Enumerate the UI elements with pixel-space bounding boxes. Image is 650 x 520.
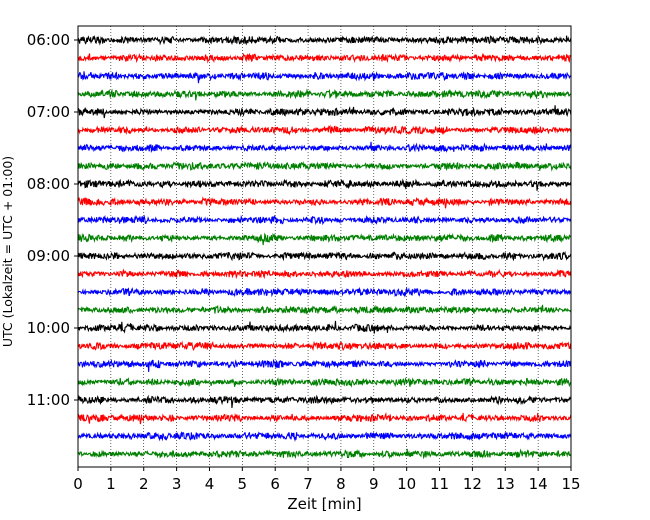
trace-13 xyxy=(77,251,572,262)
trace-2 xyxy=(77,52,572,64)
x-tick-label-11: 11 xyxy=(430,475,449,493)
trace-14 xyxy=(77,268,572,280)
x-tick-label-13: 13 xyxy=(496,475,515,493)
y-tick-label-10:00: 10:00 xyxy=(27,319,70,337)
trace-22 xyxy=(77,411,572,425)
trace-12 xyxy=(77,232,572,246)
y-tick-label-09:00: 09:00 xyxy=(27,247,70,265)
trace-21 xyxy=(77,394,572,408)
x-tick-label-3: 3 xyxy=(172,475,182,493)
y-tick-label-11:00: 11:00 xyxy=(27,391,70,409)
trace-4 xyxy=(77,88,572,101)
trace-24 xyxy=(77,448,572,460)
trace-20 xyxy=(77,376,572,388)
trace-17 xyxy=(77,320,572,334)
y-axis-label: UTC (Lokalzeit = UTC + 01:00) xyxy=(0,156,15,347)
trace-1 xyxy=(77,35,572,46)
x-tick-label-14: 14 xyxy=(529,475,548,493)
plot-frame xyxy=(77,25,572,468)
trace-15 xyxy=(77,286,572,298)
trace-16 xyxy=(77,304,572,315)
x-tick-label-4: 4 xyxy=(205,475,215,493)
x-tick-label-5: 5 xyxy=(238,475,248,493)
x-tick-label-15: 15 xyxy=(561,475,580,493)
x-tick-label-6: 6 xyxy=(270,475,280,493)
x-tick-label-0: 0 xyxy=(73,475,83,493)
trace-23 xyxy=(77,431,572,442)
x-tick-label-10: 10 xyxy=(397,475,416,493)
trace-10 xyxy=(77,196,572,209)
x-tick-label-7: 7 xyxy=(303,475,313,493)
y-tick-label-08:00: 08:00 xyxy=(27,175,70,193)
y-tick-label-07:00: 07:00 xyxy=(27,103,70,121)
trace-8 xyxy=(77,160,572,172)
trace-19 xyxy=(77,358,572,372)
x-tick-label-9: 9 xyxy=(369,475,379,493)
trace-7 xyxy=(77,141,572,153)
trace-9 xyxy=(77,178,572,191)
trace-11 xyxy=(77,214,572,226)
x-tick-label-8: 8 xyxy=(336,475,346,493)
trace-6 xyxy=(77,124,572,136)
seismic-traces xyxy=(77,35,572,460)
trace-18 xyxy=(77,340,572,352)
trace-3 xyxy=(77,71,572,84)
x-tick-label-12: 12 xyxy=(463,475,482,493)
x-axis: 0 1 2 3 4 5 6 7 8 9 10 11 12 13 14 15 xyxy=(73,467,581,493)
y-tick-label-06:00: 06:00 xyxy=(27,31,70,49)
trace-5 xyxy=(77,105,572,119)
x-axis-label: Zeit [min] xyxy=(287,495,361,513)
x-tick-label-2: 2 xyxy=(139,475,149,493)
x-tick-label-1: 1 xyxy=(106,475,116,493)
y-axis: 06:00 07:00 08:00 09:00 10:00 11:00 xyxy=(27,31,78,409)
